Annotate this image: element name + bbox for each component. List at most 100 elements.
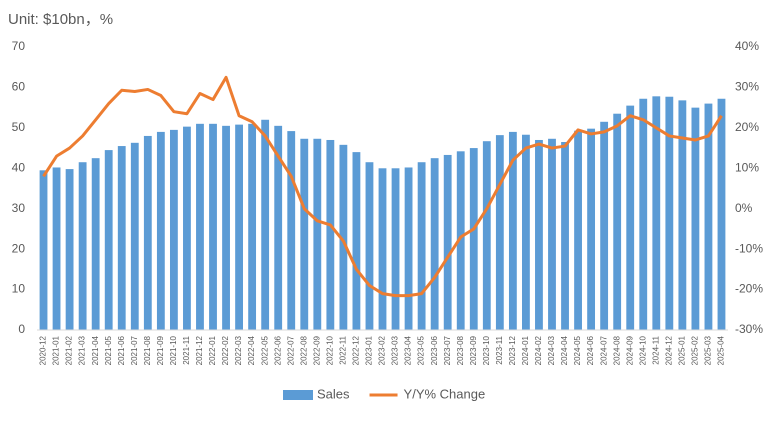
x-tick-label: 2024-07: [599, 335, 608, 365]
x-tick-label: 2022-02: [221, 335, 230, 365]
bar: [508, 131, 517, 330]
x-tick-label: 2024-09: [625, 335, 634, 365]
y-tick-label: 20: [12, 241, 26, 255]
bar: [469, 148, 478, 330]
bar: [183, 126, 191, 330]
bar: [535, 139, 543, 330]
y2-tick-label: 10%: [735, 160, 759, 174]
x-tick-label: 2021-01: [52, 335, 61, 365]
x-tick-label: 2021-04: [91, 335, 100, 365]
x-tick-label: 2022-09: [312, 335, 321, 365]
bar: [691, 107, 700, 331]
x-tick-label: 2022-07: [286, 335, 295, 365]
legend-label: Sales: [317, 386, 350, 401]
bar: [209, 123, 217, 330]
bar: [300, 138, 309, 330]
y2-tick-label: 20%: [735, 120, 759, 134]
x-tick-label: 2023-01: [365, 335, 374, 365]
bar: [91, 158, 100, 330]
bar: [130, 142, 139, 330]
bar: [495, 135, 504, 330]
bar: [196, 123, 204, 330]
bar: [156, 131, 165, 330]
y2-tick-label: 0%: [735, 201, 753, 215]
y-tick-label: 10: [12, 282, 26, 296]
bar: [548, 138, 556, 330]
x-tick-label: 2022-06: [273, 335, 282, 365]
bar: [482, 141, 491, 330]
x-tick-label: 2024-12: [664, 335, 673, 365]
y2-tick-label: -10%: [735, 241, 763, 255]
x-tick-label: 2023-11: [495, 335, 504, 364]
x-tick-label: 2023-07: [443, 335, 452, 365]
legend-label: Y/Y% Change: [404, 386, 486, 401]
x-tick-label: 2024-10: [638, 335, 647, 365]
x-tick-label: 2021-02: [65, 335, 74, 365]
line: [42, 75, 723, 298]
x-tick-label: 2024-08: [612, 335, 621, 365]
x-tick-label: 2024-01: [521, 335, 530, 365]
x-tick-label: 2021-12: [195, 335, 204, 365]
x-tick-label: 2022-08: [299, 335, 308, 365]
bar: [600, 121, 609, 331]
bar: [261, 119, 270, 331]
x-tick-label: 2023-10: [482, 335, 491, 365]
x-tick-label: 2023-03: [391, 335, 400, 365]
bar: [352, 152, 361, 330]
x-tick-label: 2022-01: [208, 335, 217, 365]
y-tick-label: 30: [12, 201, 26, 215]
x-tick-label: 2023-05: [417, 335, 426, 365]
x-tick-label: 2023-06: [430, 335, 439, 365]
x-tick-label: 2021-03: [78, 335, 87, 365]
bar: [52, 167, 61, 330]
chart-title: Unit: $10bn，%: [8, 11, 113, 28]
y2-tick-label: 30%: [735, 80, 759, 94]
x-tick-label: 2024-06: [586, 335, 595, 365]
x-tick-label: 2021-11: [182, 335, 191, 364]
bar: [222, 125, 230, 330]
bar: [404, 167, 413, 330]
bar: [587, 128, 596, 330]
bar: [417, 162, 426, 330]
x-tick-label: 2024-11: [651, 335, 660, 364]
x-tick-label: 2021-06: [117, 335, 126, 365]
bar: [574, 130, 582, 330]
bar: [274, 125, 283, 330]
bar: [235, 124, 243, 330]
x-tick-label: 2021-07: [130, 335, 139, 365]
y2-tick-label: 40%: [735, 39, 759, 53]
bar: [456, 151, 465, 330]
bar: [104, 150, 113, 330]
bar: [443, 154, 452, 330]
x-tick-label: 2023-02: [378, 335, 387, 365]
y-tick-label: 60: [12, 80, 26, 94]
y-tick-label: 70: [12, 39, 26, 53]
bar: [704, 103, 713, 330]
bar: [65, 169, 74, 330]
x-tick-label: 2024-05: [573, 335, 582, 365]
x-tick-label: 2023-04: [404, 335, 413, 365]
bar: [626, 105, 635, 330]
bar: [248, 123, 257, 330]
bar: [613, 113, 622, 330]
x-tick-label: 2020-12: [39, 335, 48, 365]
x-tick-label: 2021-05: [104, 335, 113, 365]
x-tick-label: 2021-10: [169, 335, 178, 365]
x-tick-label: 2024-04: [560, 335, 569, 365]
bar: [378, 168, 387, 330]
y2-tick-label: -30%: [735, 322, 763, 336]
bar: [391, 168, 400, 330]
bar: [339, 144, 348, 330]
bar: [117, 146, 126, 330]
x-tick-label: 2024-02: [534, 335, 543, 365]
x-tick-label: 2022-10: [325, 335, 334, 365]
x-tick-label: 2021-09: [156, 335, 165, 365]
x-tick-label: 2022-04: [247, 335, 256, 365]
bar: [522, 134, 530, 330]
bar: [717, 98, 726, 331]
x-tick-label: 2022-11: [338, 335, 347, 364]
x-tick-label: 2023-09: [469, 335, 478, 365]
legend-swatch: [283, 390, 313, 400]
y-tick-label: 50: [12, 120, 26, 134]
